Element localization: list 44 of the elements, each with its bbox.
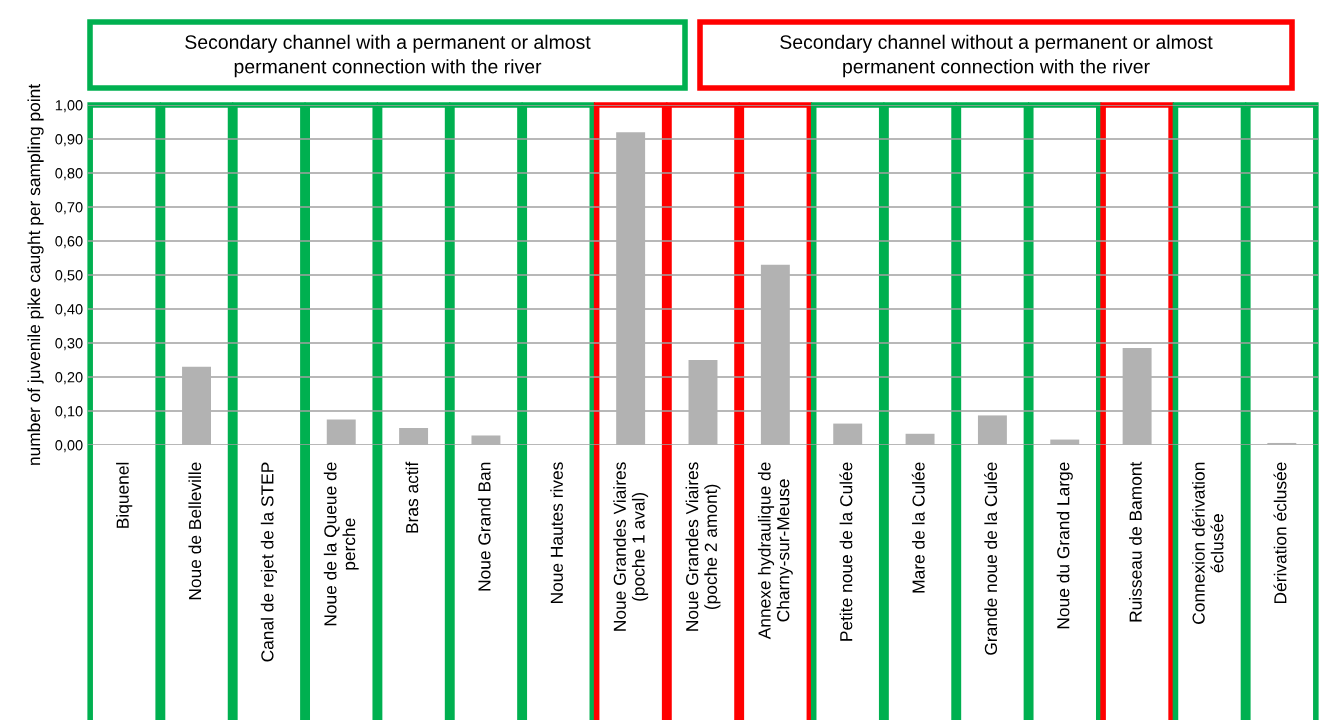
x-tick-label: Biquenel xyxy=(116,462,133,528)
y-tick-label: 0,50 xyxy=(55,270,83,283)
x-tick-label: Noue Grand Ban xyxy=(477,462,491,591)
x-tick-label: Noue Grandes Viaires (poche 1 aval) xyxy=(613,462,649,631)
y-axis-title: number of juvenile pike caught per sampling point xyxy=(27,84,44,465)
y-tick-label: 0,20 xyxy=(55,372,83,385)
y-tick-label: 0,80 xyxy=(55,168,83,181)
bar xyxy=(1050,439,1080,445)
bar xyxy=(1267,442,1297,445)
y-tick-label: 1,00 xyxy=(55,100,83,113)
x-tick-label: Noue de la Queue de perche xyxy=(323,462,359,626)
y-tick-label: 0,40 xyxy=(55,304,83,317)
x-tick-label: Connexion dérivation éclusée xyxy=(1191,462,1224,624)
bar xyxy=(471,435,501,445)
bar xyxy=(616,132,646,445)
x-tick-label: Canal de rejet de la STEP xyxy=(260,462,277,662)
bar xyxy=(977,415,1007,445)
bar xyxy=(688,360,718,445)
x-tick-label: Noue de Belleville xyxy=(188,462,202,600)
x-tick-label: Grande noue de la Culée xyxy=(984,462,998,655)
y-tick-label: 0,10 xyxy=(55,406,83,419)
bar xyxy=(833,423,863,445)
bar xyxy=(905,433,935,445)
x-tick-label: Annexe hydraulique de Charny-sur-Meuse xyxy=(757,462,793,640)
y-tick-label: 0,60 xyxy=(55,236,83,249)
x-tick-label: Noue Hautes rives xyxy=(550,462,563,604)
x-tick-label: Mare de la Culée xyxy=(911,462,925,593)
bar xyxy=(326,419,356,445)
x-tick-label: Dérivation éclusée xyxy=(1273,462,1287,604)
x-tick-label: Noue Grandes Viaires (poche 2 amont) xyxy=(685,462,721,631)
x-tick-label: Bras actif xyxy=(405,461,419,533)
x-tick-label: Ruisseau de Bamont xyxy=(1129,461,1142,622)
bar xyxy=(399,428,429,445)
x-tick-label: Petite noue de la Culée xyxy=(839,462,853,641)
text: Secondary channel without a permanent or almost permanent connection with the river xyxy=(780,34,1213,78)
bar xyxy=(760,264,790,445)
bar xyxy=(182,366,211,445)
y-tick-label: 0,70 xyxy=(55,202,83,215)
bar xyxy=(1122,348,1152,445)
x-tick-label: Noue du Grand Large xyxy=(1056,462,1073,629)
y-tick-label: 0,00 xyxy=(55,440,83,453)
y-tick-label: 0,90 xyxy=(55,134,83,147)
text: Secondary channel with a permanent or almost permanent connection with the river xyxy=(185,34,591,78)
y-tick-label: 0,30 xyxy=(55,338,83,351)
